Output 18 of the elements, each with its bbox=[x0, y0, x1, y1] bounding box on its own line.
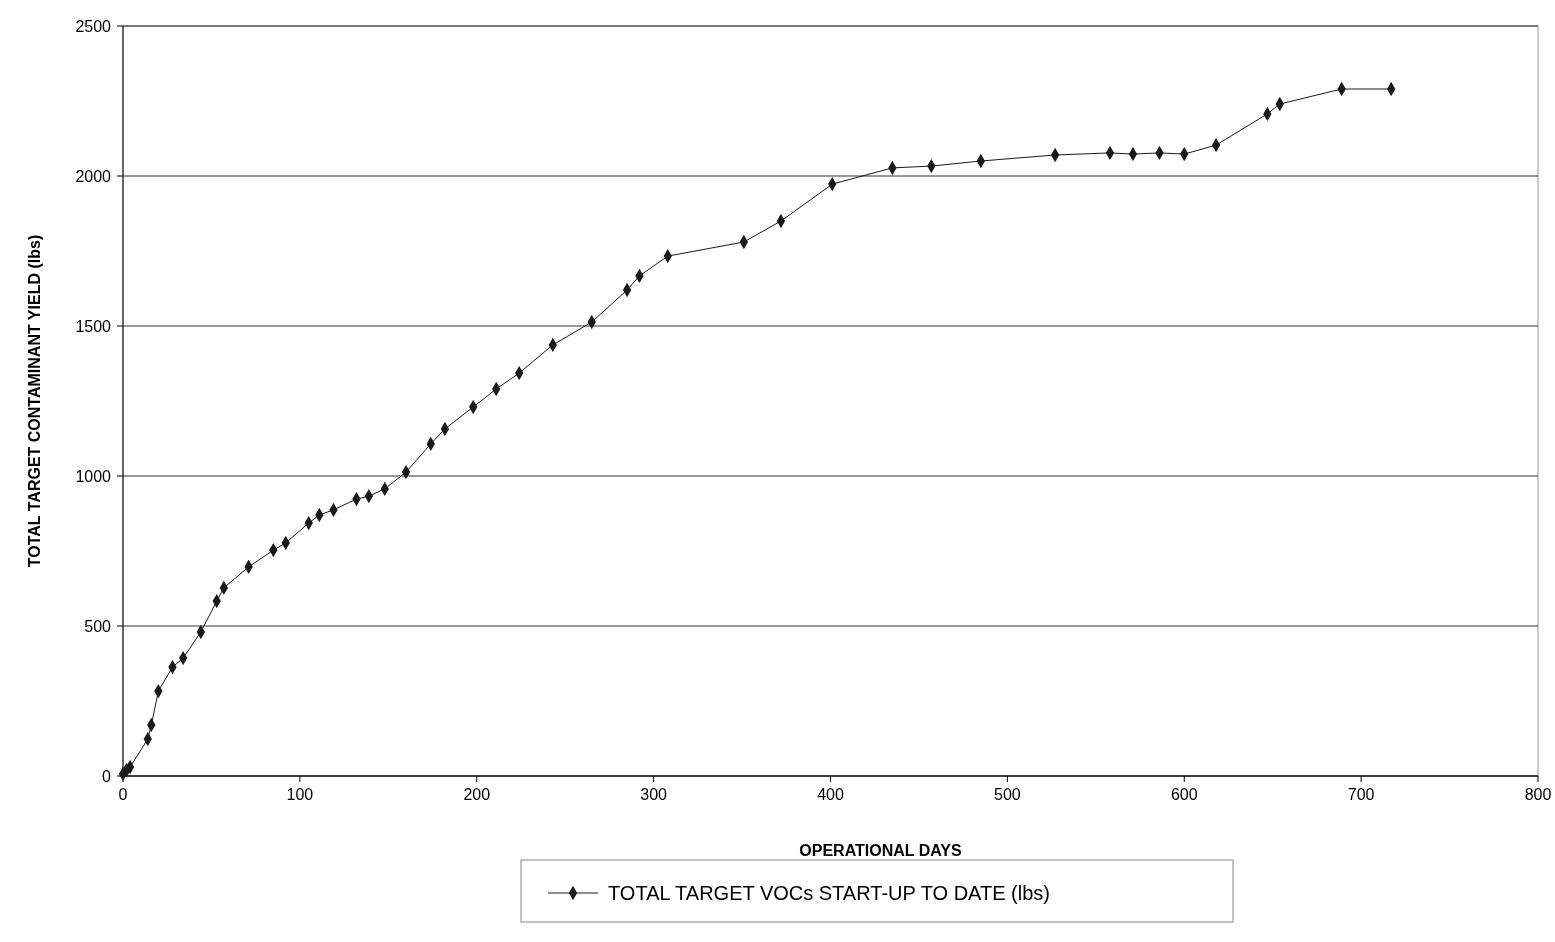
x-tick-label: 200 bbox=[463, 786, 491, 803]
x-tick-label: 500 bbox=[994, 786, 1021, 803]
x-tick-label: 0 bbox=[118, 786, 128, 803]
x-tick-label: 800 bbox=[1524, 786, 1552, 803]
y-tick-label: 500 bbox=[84, 618, 112, 635]
x-tick-label: 300 bbox=[640, 786, 668, 803]
y-tick-label: 2000 bbox=[75, 168, 112, 185]
y-axis-title: TOTAL TARGET CONTAMINANT YIELD (lbs) bbox=[26, 234, 43, 568]
x-tick-label: 600 bbox=[1170, 786, 1198, 803]
y-tick-label: 1000 bbox=[75, 468, 112, 485]
x-axis-title: OPERATIONAL DAYS bbox=[799, 842, 963, 859]
x-tick-label: 700 bbox=[1347, 786, 1375, 803]
y-tick-label: 2500 bbox=[75, 18, 112, 35]
legend-label: TOTAL TARGET VOCs START-UP TO DATE (lbs) bbox=[608, 882, 1050, 904]
x-tick-label: 400 bbox=[817, 786, 844, 803]
y-tick-label: 1500 bbox=[75, 318, 112, 335]
y-tick-label: 0 bbox=[102, 768, 112, 785]
x-tick-label: 100 bbox=[286, 786, 314, 803]
